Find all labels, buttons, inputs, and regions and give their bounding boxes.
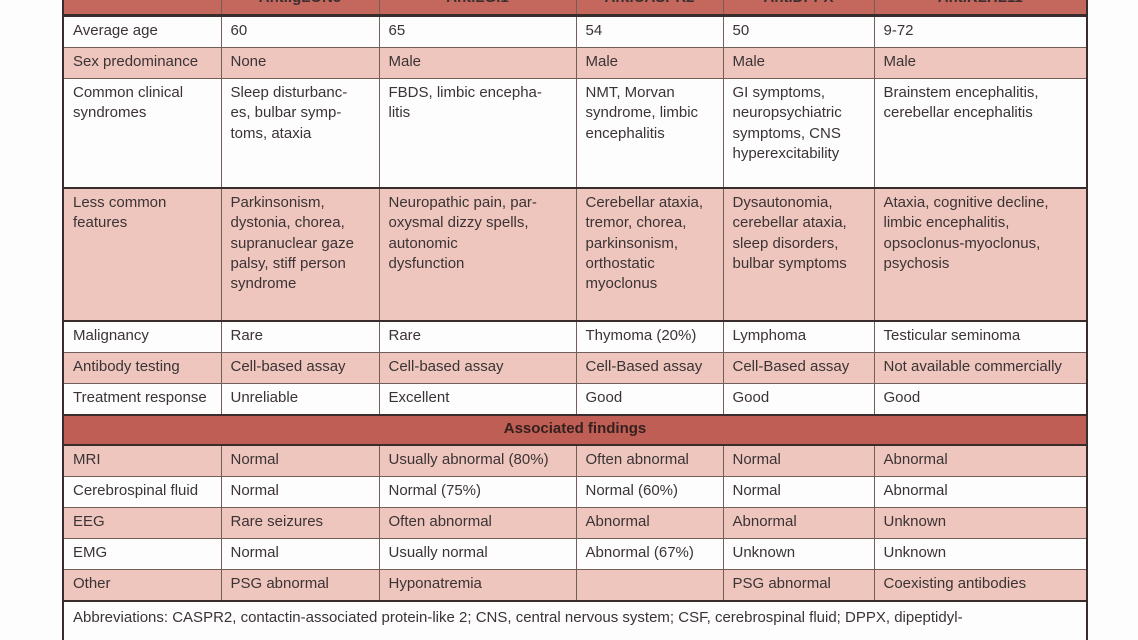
cell: Often abnormal	[575, 444, 724, 477]
cell: FBDS, limbic encepha- litis	[378, 78, 577, 189]
cell: Thymoma (20%)	[575, 320, 724, 353]
abbreviations-footer-row: Abbreviations: CASPR2, contactin-associa…	[62, 600, 1088, 640]
cell: Normal (75%)	[378, 476, 577, 508]
cell: Normal	[722, 444, 875, 477]
row-label: Treatment response	[62, 383, 222, 416]
row-label: Common clinical syndromes	[62, 78, 222, 189]
cell: NMT, Morvan syndrome, limbic encephaliti…	[575, 78, 724, 189]
column-header-antidppx: AntiDPPX	[722, 0, 875, 17]
table-row-sex-predominance: Sex predominance None Male Male Male Mal…	[62, 47, 1088, 79]
cell: Hyponatremia	[378, 569, 577, 602]
cell: 9-72	[873, 14, 1088, 48]
cell: Good	[575, 383, 724, 416]
cell: Abnormal	[873, 444, 1088, 477]
cell: Ataxia, cognitive decline, limbic enceph…	[873, 187, 1088, 322]
cell: Brainstem encephalitis, cerebellar encep…	[873, 78, 1088, 189]
cell: Unknown	[873, 538, 1088, 570]
cell: PSG abnormal	[722, 569, 875, 602]
cell: GI symptoms, neuropsychiatric symptoms, …	[722, 78, 875, 189]
cell: 54	[575, 14, 724, 48]
row-label: EMG	[62, 538, 222, 570]
row-label: Less common features	[62, 187, 222, 322]
table-row-emg: EMG Normal Usually normal Abnormal (67%)…	[62, 538, 1088, 570]
cell: Dysautonomia, cerebellar ataxia, sleep d…	[722, 187, 875, 322]
table-row-less-common-features: Less common features Parkinsonism, dysto…	[62, 187, 1088, 322]
row-label: EEG	[62, 507, 222, 539]
cell: Abnormal (67%)	[575, 538, 724, 570]
table-row-common-clinical-syndromes: Common clinical syndromes Sleep disturba…	[62, 78, 1088, 189]
column-header-empty	[62, 0, 222, 17]
abbreviations-footer-text: Abbreviations: CASPR2, contactin-associa…	[62, 600, 1088, 640]
cell: Normal	[220, 444, 380, 477]
antibody-comparison-table: AntiIgLON5 AntiLGI1 AntiCASPR2 AntiDPPX …	[62, 0, 1088, 640]
cell: Neuropathic pain, par- oxysmal dizzy spe…	[378, 187, 577, 322]
cell: Testicular seminoma	[873, 320, 1088, 353]
cell: Rare seizures	[220, 507, 380, 539]
cell: Unknown	[873, 507, 1088, 539]
cell: Usually abnormal (80%)	[378, 444, 577, 477]
cell: Often abnormal	[378, 507, 577, 539]
cell: Cerebellar ataxia, tremor, chorea, parki…	[575, 187, 724, 322]
cell: Normal	[220, 538, 380, 570]
cell: PSG abnormal	[220, 569, 380, 602]
cell: 65	[378, 14, 577, 48]
table-row-other: Other PSG abnormal Hyponatremia PSG abno…	[62, 569, 1088, 602]
column-header-anticaspr2: AntiCASPR2	[575, 0, 724, 17]
cell: Coexisting antibodies	[873, 569, 1088, 602]
cell: Rare	[378, 320, 577, 353]
cell: Parkinsonism, dystonia, chorea, supranuc…	[220, 187, 380, 322]
section-banner-row: Associated findings	[62, 414, 1088, 446]
cell: Cell-Based assay	[722, 352, 875, 384]
row-label: Antibody testing	[62, 352, 222, 384]
cell: Abnormal	[722, 507, 875, 539]
table-wrapper: AntiIgLON5 AntiLGI1 AntiCASPR2 AntiDPPX …	[62, 0, 1088, 640]
cell: 60	[220, 14, 380, 48]
cell: Excellent	[378, 383, 577, 416]
column-header-row: AntiIgLON5 AntiLGI1 AntiCASPR2 AntiDPPX …	[62, 0, 1088, 17]
column-header-antilgi1: AntiLGI1	[378, 0, 577, 17]
row-label: Cerebrospinal fluid	[62, 476, 222, 508]
table-row-cerebrospinal-fluid: Cerebrospinal fluid Normal Normal (75%) …	[62, 476, 1088, 508]
column-header-antiiglon5: AntiIgLON5	[220, 0, 380, 17]
cell: Good	[873, 383, 1088, 416]
row-label: Malignancy	[62, 320, 222, 353]
cell: 50	[722, 14, 875, 48]
cell: Unreliable	[220, 383, 380, 416]
cell: Normal (60%)	[575, 476, 724, 508]
cell: Cell-based assay	[378, 352, 577, 384]
cell: Male	[575, 47, 724, 79]
row-label: Sex predominance	[62, 47, 222, 79]
table-row-eeg: EEG Rare seizures Often abnormal Abnorma…	[62, 507, 1088, 539]
cell: Abnormal	[873, 476, 1088, 508]
cell: Abnormal	[575, 507, 724, 539]
cell: Male	[722, 47, 875, 79]
cell: Male	[873, 47, 1088, 79]
row-label: MRI	[62, 444, 222, 477]
table-row-treatment-response: Treatment response Unreliable Excellent …	[62, 383, 1088, 416]
section-banner-title: Associated findings	[62, 414, 1088, 446]
cell: Sleep disturbanc- es, bulbar symp- toms,…	[220, 78, 380, 189]
cell: Cell-based assay	[220, 352, 380, 384]
cell: Usually normal	[378, 538, 577, 570]
table-row-average-age: Average age 60 65 54 50 9-72	[62, 14, 1088, 48]
table-row-antibody-testing: Antibody testing Cell-based assay Cell-b…	[62, 352, 1088, 384]
cell: Cell-Based assay	[575, 352, 724, 384]
table-row-malignancy: Malignancy Rare Rare Thymoma (20%) Lymph…	[62, 320, 1088, 353]
cell: Normal	[722, 476, 875, 508]
row-label: Average age	[62, 14, 222, 48]
cell: Good	[722, 383, 875, 416]
cell: Male	[378, 47, 577, 79]
cell: Unknown	[722, 538, 875, 570]
table-row-mri: MRI Normal Usually abnormal (80%) Often …	[62, 444, 1088, 477]
cell: Not available commercially	[873, 352, 1088, 384]
cell: Normal	[220, 476, 380, 508]
cell: None	[220, 47, 380, 79]
cell: Lymphoma	[722, 320, 875, 353]
cell: Rare	[220, 320, 380, 353]
column-header-antiklhl11: AntiKLHL11	[873, 0, 1088, 17]
row-label: Other	[62, 569, 222, 602]
cell	[575, 569, 724, 602]
